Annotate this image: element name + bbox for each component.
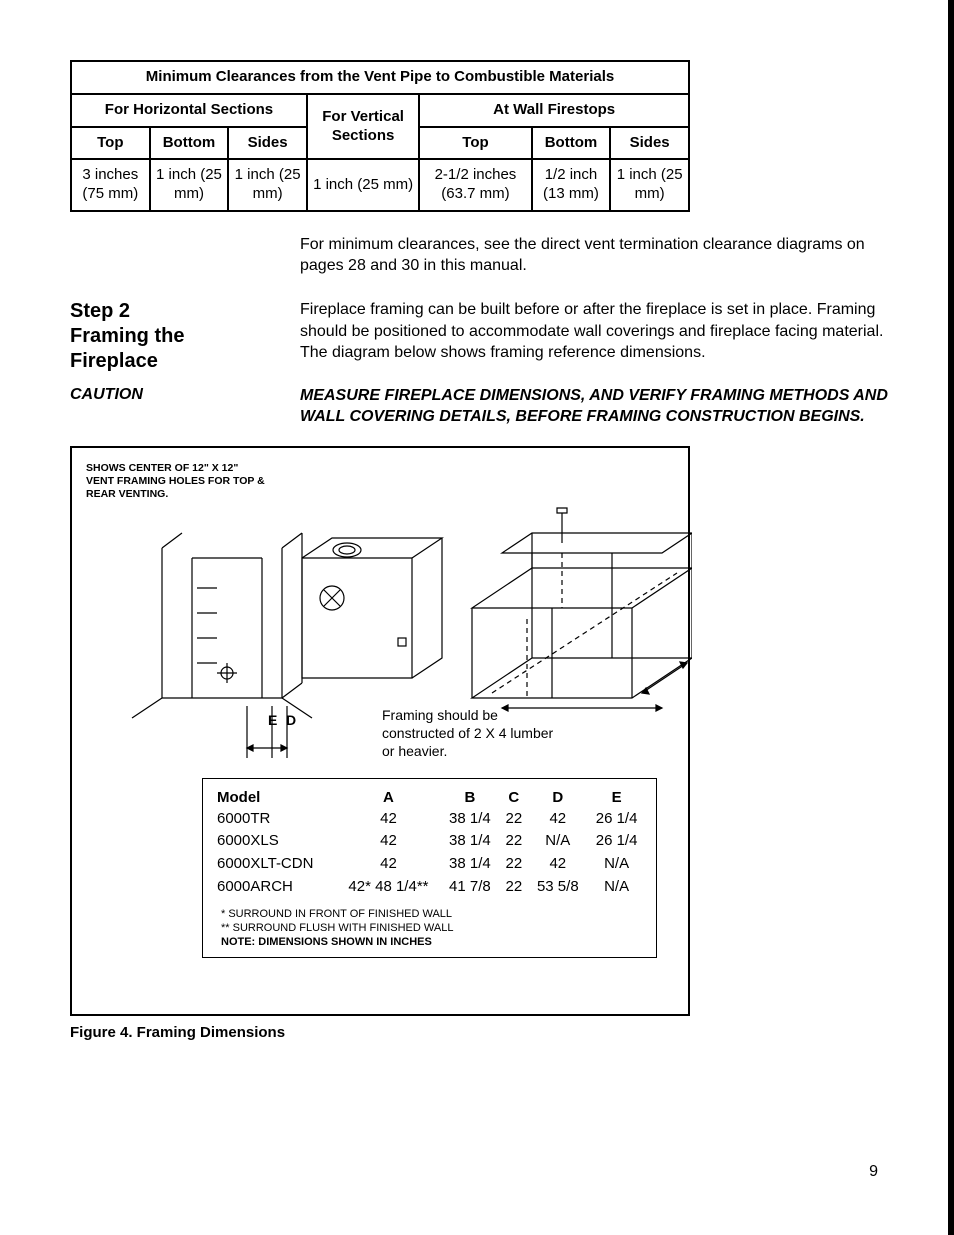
dim-label-d: D — [286, 712, 296, 728]
clearance-ref-text: For minimum clearances, see the direct v… — [300, 234, 888, 277]
document-page: Minimum Clearances from the Vent Pipe to… — [0, 0, 954, 1235]
step2-block: Step 2 Framing the Fireplace Fireplace f… — [70, 299, 888, 374]
dim-label-e: E — [268, 712, 277, 728]
cell-horiz-top: 3 inches (75 mm) — [71, 159, 150, 211]
clearance-table: Minimum Clearances from the Vent Pipe to… — [70, 60, 690, 212]
caution-label: CAUTION — [70, 386, 143, 403]
table-row: 6000TR 42 38 1/4 22 42 26 1/4 — [213, 808, 646, 831]
dim-header: C — [499, 787, 528, 808]
clearance-table-title: Minimum Clearances from the Vent Pipe to… — [71, 61, 689, 94]
subheader-bottom: Bottom — [150, 127, 229, 160]
table-row: 6000ARCH 42* 48 1/4** 41 7/8 22 53 5/8 N… — [213, 876, 646, 899]
step2-body: Fireplace framing can be built before or… — [300, 299, 888, 374]
figure-box: SHOWS CENTER OF 12" X 12" VENT FRAMING H… — [70, 446, 690, 1016]
step2-heading: Step 2 Framing the Fireplace — [70, 299, 280, 374]
subheader-top: Top — [71, 127, 150, 160]
dim-header: B — [441, 787, 500, 808]
note-2: ** SURROUND FLUSH WITH FINISHED WALL — [221, 921, 646, 935]
step2-line3: Fireplace — [70, 350, 158, 372]
dim-header: D — [528, 787, 587, 808]
table-row: 6000XLS 42 38 1/4 22 N/A 26 1/4 — [213, 830, 646, 853]
group-header-horizontal: For Horizontal Sections — [71, 94, 307, 127]
table-row: 6000XLT-CDN 42 38 1/4 22 42 N/A — [213, 853, 646, 876]
group-header-vertical: For Vertical Sections — [307, 94, 419, 160]
dim-header: E — [587, 787, 646, 808]
subheader-sides: Sides — [610, 127, 689, 160]
cell-fs-sides: 1 inch (25 mm) — [610, 159, 689, 211]
caution-block: CAUTION MEASURE FIREPLACE DIMENSIONS, AN… — [70, 386, 888, 428]
cell-vertical: 1 inch (25 mm) — [307, 159, 419, 211]
dimensions-table: Model A B C D E 6000TR 42 38 1/4 22 42 2… — [213, 787, 646, 899]
dim-header: Model — [213, 787, 336, 808]
group-header-firestops: At Wall Firestops — [419, 94, 689, 127]
page-number: 9 — [869, 1163, 878, 1181]
figure-caption: Figure 4. Framing Dimensions — [70, 1024, 888, 1041]
cell-horiz-bottom: 1 inch (25 mm) — [150, 159, 229, 211]
figure-mid-text: Framing should be constructed of 2 X 4 l… — [382, 706, 562, 761]
dimensions-notes: * SURROUND IN FRONT OF FINISHED WALL ** … — [221, 907, 646, 950]
cell-horiz-sides: 1 inch (25 mm) — [228, 159, 307, 211]
dimensions-table-wrap: Model A B C D E 6000TR 42 38 1/4 22 42 2… — [202, 778, 657, 959]
caution-text: MEASURE FIREPLACE DIMENSIONS, AND VERIFY… — [300, 386, 888, 428]
clearance-ref-block: For minimum clearances, see the direct v… — [70, 234, 888, 277]
step2-line2: Framing the — [70, 325, 184, 347]
cell-fs-bottom: 1/2 inch (13 mm) — [532, 159, 611, 211]
subheader-bottom: Bottom — [532, 127, 611, 160]
subheader-sides: Sides — [228, 127, 307, 160]
dim-header: A — [336, 787, 440, 808]
step2-line1: Step 2 — [70, 300, 130, 322]
note-3: NOTE: DIMENSIONS SHOWN IN INCHES — [221, 935, 646, 949]
note-1: * SURROUND IN FRONT OF FINISHED WALL — [221, 907, 646, 921]
subheader-top: Top — [419, 127, 531, 160]
cell-fs-top: 2-1/2 inches (63.7 mm) — [419, 159, 531, 211]
